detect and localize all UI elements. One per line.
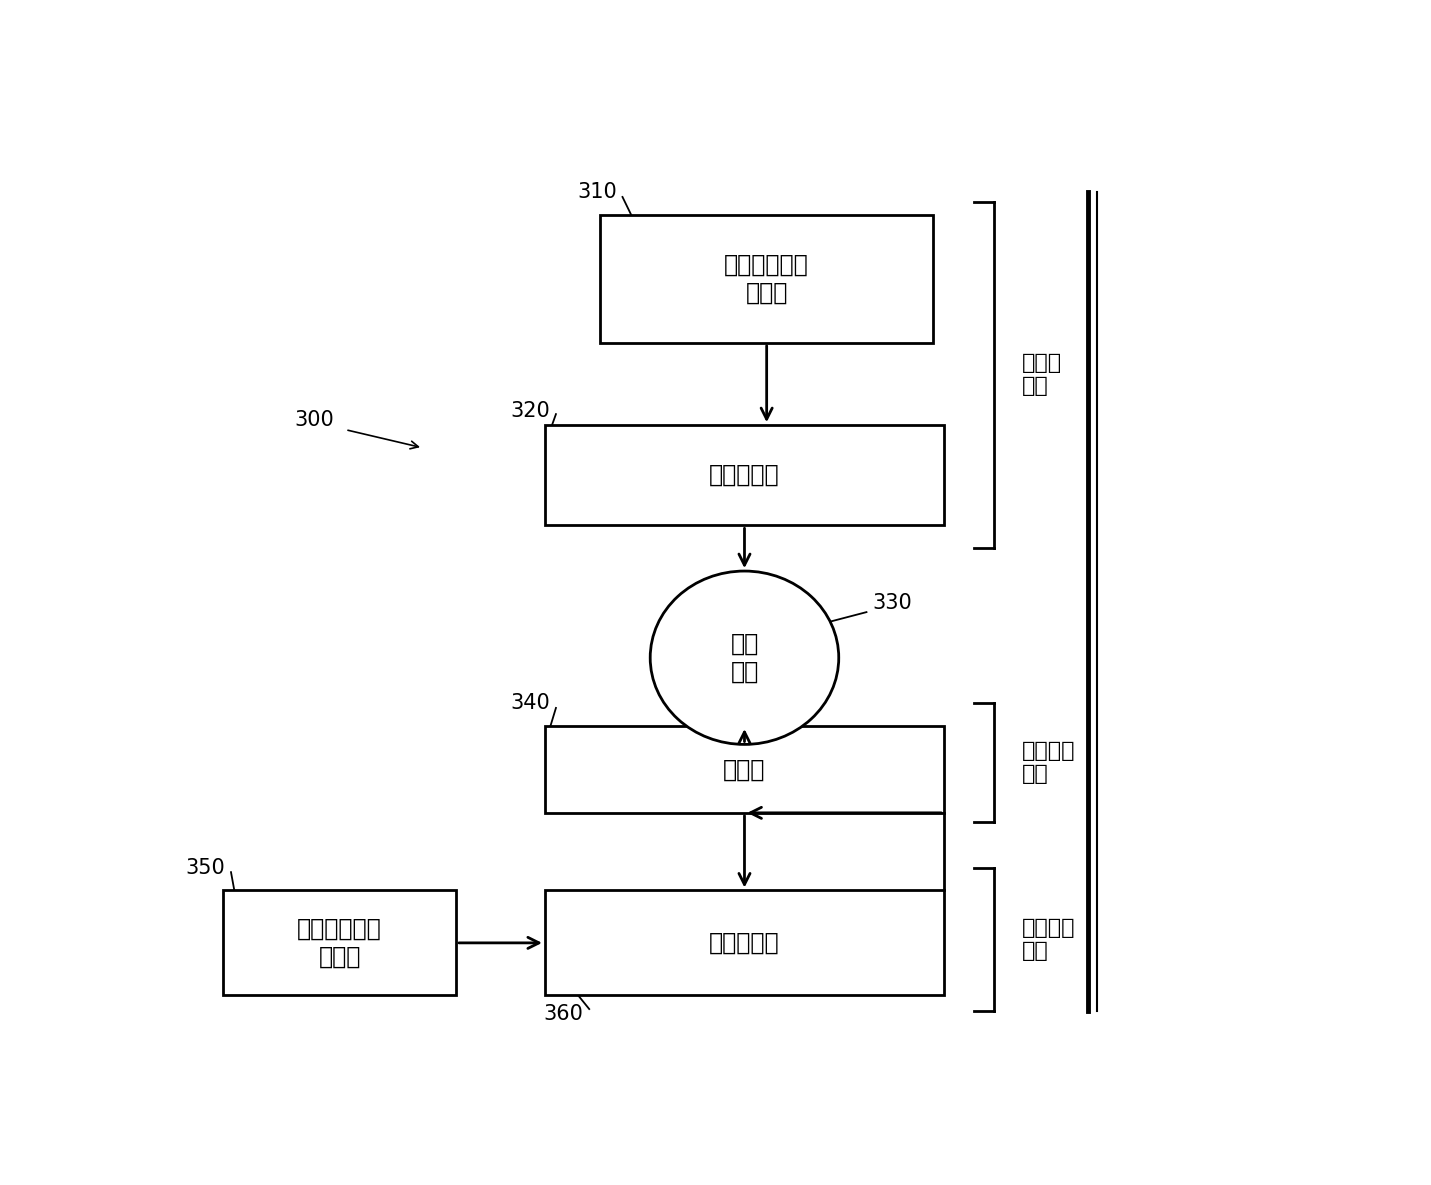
Text: 300: 300 (295, 410, 335, 430)
Text: 检索器: 检索器 (723, 757, 766, 782)
Text: 320: 320 (511, 402, 551, 422)
Bar (545, 726, 944, 813)
Text: 360: 360 (544, 1004, 584, 1024)
Bar (600, 216, 933, 342)
Bar (545, 425, 944, 525)
Text: 第二输入数据
发生器: 第二输入数据 发生器 (298, 917, 382, 969)
Text: 与从属机
关联: 与从属机 关联 (1022, 917, 1075, 961)
Text: 340: 340 (511, 693, 551, 713)
Text: 与主机
关联: 与主机 关联 (1022, 353, 1062, 397)
Text: 与从属机
关联: 与从属机 关联 (1022, 741, 1075, 784)
Text: 主控
文件: 主控 文件 (730, 632, 758, 684)
Text: 310: 310 (577, 182, 617, 203)
Text: 第一输入数据
发生器: 第一输入数据 发生器 (724, 254, 809, 305)
Text: 330: 330 (871, 592, 912, 613)
Text: 比较校正器: 比较校正器 (710, 931, 780, 955)
Bar (223, 890, 456, 995)
Text: 350: 350 (186, 858, 226, 878)
Text: 分析发生器: 分析发生器 (710, 463, 780, 487)
Bar (545, 890, 944, 995)
Ellipse shape (650, 571, 839, 744)
